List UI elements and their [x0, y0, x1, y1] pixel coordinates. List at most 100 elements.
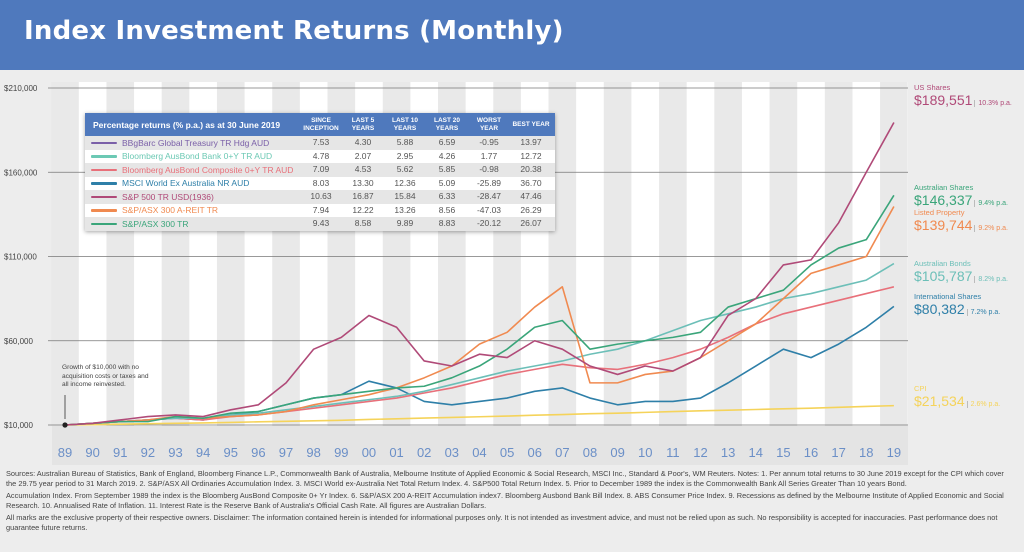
table-cell: -0.95 [479, 137, 499, 147]
x-tick-label: 97 [279, 445, 293, 460]
row-label: Bloomberg AusBond Composite 0+Y TR AUD [122, 164, 294, 175]
series-end-value: $139,744 [914, 217, 973, 233]
col-header: BEST YEAR [512, 120, 550, 128]
x-tick-label: 08 [583, 445, 597, 460]
table-row: Bloomberg AusBond Bank 0+Y TR AUD 4.78 2.0… [85, 150, 555, 164]
series-end-value: $21,534 [914, 393, 965, 409]
x-axis-band [52, 426, 908, 465]
row-label: Bloomberg AusBond Bank 0+Y TR AUD [122, 151, 273, 162]
table-cell: 26.29 [520, 204, 542, 215]
x-tick-label: 19 [887, 445, 901, 460]
table-cell: -28.47 [476, 191, 502, 201]
table-cell: 8.83 [438, 218, 456, 228]
table-cell: 13.30 [352, 177, 374, 188]
table-cell: 6.33 [438, 191, 456, 201]
end-label: International Shares $80,382 7.2% p.a. [914, 292, 1001, 319]
x-tick-label: 93 [168, 445, 182, 460]
y-tick-label: $210,000 [4, 84, 38, 93]
table-cell: 2.95 [396, 150, 414, 161]
x-tick-label: 09 [610, 445, 624, 460]
y-tick-label: $160,000 [4, 168, 38, 177]
series-end-value: $80,382 [914, 301, 965, 317]
table-cell: 9.43 [312, 218, 330, 228]
table-cell: -0.98 [479, 164, 499, 174]
series-name: US Shares [914, 83, 951, 92]
end-label: Listed Property $139,744 9.2% p.a. [914, 208, 1008, 235]
table-cell: 12.72 [520, 150, 542, 161]
table-cell: -20.12 [476, 218, 502, 228]
end-label: Australian Bonds $105,787 8.2% p.a. [914, 259, 1008, 286]
row-label: S&P 500 TR USD(1936) [122, 191, 214, 202]
table-row: S&P/ASX 300 A-REIT TR 7.94 12.22 13.26 8.56 -… [85, 204, 555, 218]
header-banner: Index Investment Returns (Monthly) [0, 0, 1024, 70]
row-name: S&P 500 TR USD(1936) [85, 192, 300, 202]
year-band [659, 82, 687, 426]
footer-sources: Sources: Australian Bureau of Statistics… [6, 469, 1004, 488]
returns-table: Percentage returns (% p.a.) as at 30 Jun… [85, 113, 555, 231]
row-name: MSCI World Ex Australia NR AUD [85, 178, 300, 188]
x-tick-label: 02 [417, 445, 431, 460]
table-cell: 8.03 [312, 177, 330, 188]
x-tick-label: 99 [334, 445, 348, 460]
series-end-value: $105,787 [914, 268, 973, 284]
legend-swatch [91, 141, 117, 144]
chart-annotation: Growth of $10,000 with no acquisition co… [62, 364, 149, 388]
table-cell: 10.63 [310, 191, 332, 201]
table-cell: 4.30 [354, 137, 372, 147]
series-name: Australian Bonds [914, 259, 971, 268]
x-tick-label: 94 [196, 445, 210, 460]
end-label: US Shares $189,551 10.3% p.a. [914, 83, 1012, 110]
table-cell: 15.84 [394, 191, 416, 201]
start-point [62, 422, 68, 428]
table-cell: 4.53 [354, 164, 372, 174]
x-tick-label: 91 [113, 445, 127, 460]
footer-disclaimer: All marks are the exclusive property of … [6, 513, 998, 532]
series-rate: 2.6% p.a. [966, 401, 1001, 408]
row-name: Bloomberg AusBond Bank 0+Y TR AUD [85, 151, 300, 161]
table-cell: 9.89 [396, 218, 414, 228]
row-name: Bloomberg AusBond Composite 0+Y TR AUD [85, 165, 300, 175]
row-label: S&P/ASX 300 TR [122, 218, 189, 229]
col-header: LAST 10 YEARS [391, 117, 418, 132]
x-tick-label: 16 [804, 445, 818, 460]
year-band [769, 82, 798, 426]
x-tick-label: 14 [749, 445, 763, 460]
x-tick-label: 17 [831, 445, 845, 460]
series-line-us-shares [64, 122, 895, 426]
table-cell: -25.89 [476, 177, 502, 188]
table-cell: 36.70 [520, 177, 542, 188]
table-cell: 5.09 [438, 177, 456, 188]
series-rate: 7.2% p.a. [966, 309, 1001, 316]
table-row: S&P 500 TR USD(1936) 10.63 16.87 15.84 6.33 -… [85, 190, 555, 204]
series-name: CPI [914, 384, 927, 393]
table-cell: 5.85 [438, 164, 456, 174]
table-row: Bloomberg AusBond Composite 0+Y TR AUD 7.… [85, 163, 555, 177]
table-row: BBgBarc Global Treasury TR Hdg AUD 7.53 4.… [85, 136, 555, 150]
y-tick-label: $60,000 [4, 337, 33, 346]
legend-swatch [91, 222, 117, 225]
page-title: Index Investment Returns (Monthly) [24, 16, 564, 46]
table-row: MSCI World Ex Australia NR AUD 8.03 13.30 1… [85, 177, 555, 191]
series-name: International Shares [914, 292, 982, 301]
y-tick-label: $110,000 [4, 253, 37, 262]
row-label: BBgBarc Global Treasury TR Hdg AUD [122, 137, 270, 148]
table-cell: 4.26 [438, 150, 456, 161]
series-name: Listed Property [914, 208, 965, 217]
x-tick-label: 11 [666, 445, 680, 460]
x-tick-label: 04 [472, 445, 486, 460]
table-cell: 5.88 [396, 137, 414, 147]
x-tick-label: 15 [776, 445, 790, 460]
x-tick-label: 96 [251, 445, 265, 460]
table-title: Percentage returns (% p.a.) as at 30 Jun… [93, 119, 281, 130]
table-row: S&P/ASX 300 TR 9.43 8.58 9.89 8.83 -20.12 26.0… [85, 217, 555, 231]
table-cell: 5.62 [396, 164, 414, 174]
table-cell: 20.38 [520, 164, 542, 174]
x-tick-label: 90 [85, 445, 99, 460]
row-name: BBgBarc Global Treasury TR Hdg AUD [85, 138, 300, 148]
x-tick-label: 00 [362, 445, 376, 460]
col-header: WORST YEAR [476, 117, 502, 132]
table-cell: 26.07 [520, 218, 542, 228]
table-cell: 2.07 [354, 150, 372, 161]
legend-swatch [91, 182, 117, 185]
x-tick-label: 05 [500, 445, 514, 460]
